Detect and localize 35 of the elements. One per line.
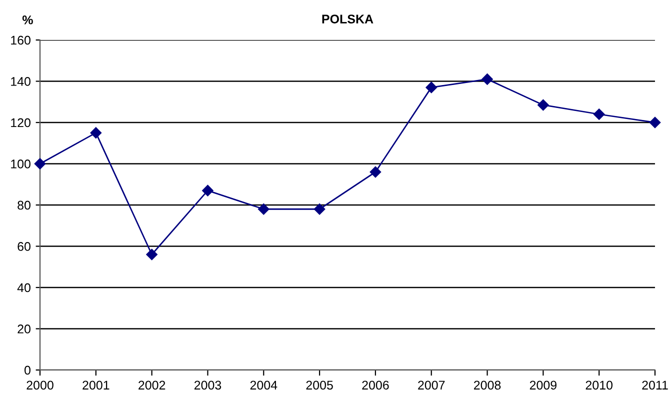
y-tick-label: 40 [17, 283, 30, 292]
x-tick-label: 2006 [362, 380, 389, 390]
y-tick-label: 120 [11, 118, 30, 128]
y-tick-label: 0 [24, 366, 30, 375]
point [538, 99, 549, 111]
x-tick-label: 2000 [26, 380, 54, 390]
y-tick-label: 80 [18, 200, 30, 210]
x-tick-label: 2003 [194, 380, 222, 390]
point [426, 82, 437, 94]
x-tick-label: 2002 [138, 380, 166, 390]
x-tick-label: 2001 [82, 380, 110, 390]
point [482, 74, 493, 85]
point [258, 204, 270, 215]
x-tick-label: 2008 [474, 380, 501, 390]
point [90, 127, 102, 138]
point [146, 248, 158, 260]
y-tick-label: 60 [18, 242, 30, 251]
y-tick-label: 20 [18, 324, 30, 334]
y-tick-label: 140 [11, 77, 30, 86]
x-tick-label: 2007 [418, 380, 445, 390]
x-tick-label: 2011 [642, 380, 668, 390]
x-tick-label: 2005 [306, 380, 333, 390]
point [370, 166, 382, 178]
point [202, 184, 214, 196]
point [593, 108, 605, 120]
point [314, 204, 326, 215]
y-axis-title: % [22, 16, 33, 24]
x-tick-label: 2004 [250, 380, 278, 390]
point [34, 158, 46, 170]
y-tick-label: 160 [11, 36, 30, 45]
y-tick-label: 100 [11, 160, 30, 168]
chart-title: POLSKA [322, 14, 374, 24]
x-tick-label: 2010 [586, 380, 613, 390]
point [649, 116, 661, 128]
x-tick-label: 2009 [530, 380, 556, 390]
